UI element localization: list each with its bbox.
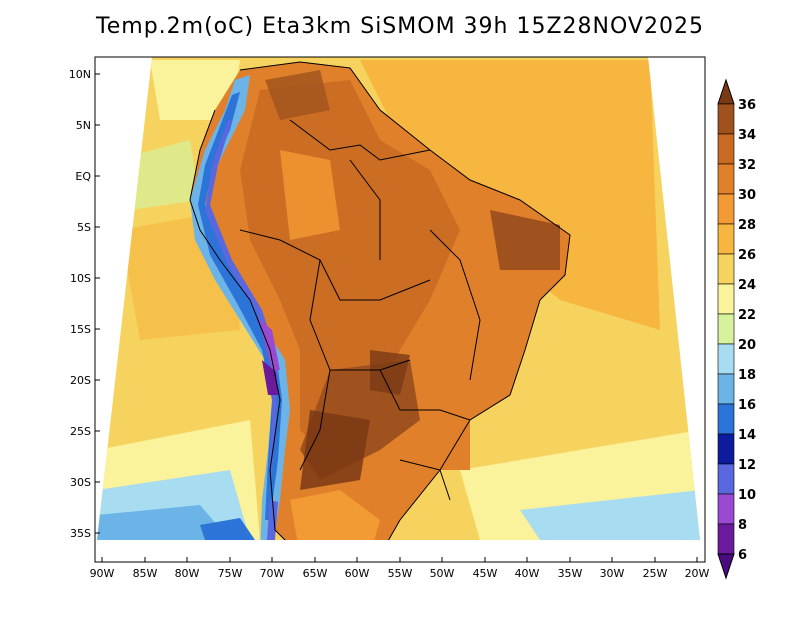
colorbar-min-triangle: [717, 553, 735, 580]
colorbar-label: 26: [738, 248, 756, 263]
country-borders: [189, 61, 571, 540]
x-tick-label: 20W: [685, 567, 710, 580]
colorbar-swatch: [717, 103, 735, 135]
y-tick-label: 35S: [70, 527, 91, 540]
x-tick-label: 65W: [303, 567, 328, 580]
colorbar-label: 10: [738, 488, 756, 503]
x-tick-label: 50W: [430, 567, 455, 580]
colorbar-label: 36: [738, 98, 756, 113]
colorbar-max-triangle: [717, 78, 735, 105]
colorbar-swatch: [717, 253, 735, 285]
colorbar-label: 8: [738, 518, 747, 533]
colorbar-swatch: [717, 343, 735, 375]
colorbar-label: 24: [738, 278, 756, 293]
colorbar-swatch: [717, 523, 735, 555]
x-tick-label: 55W: [388, 567, 413, 580]
y-tick-label: 20S: [70, 374, 91, 387]
y-tick-label: 5S: [77, 221, 91, 234]
y-tick-label: 25S: [70, 425, 91, 438]
colorbar-label: 32: [738, 158, 756, 173]
y-tick-label: EQ: [75, 170, 91, 183]
x-tick-label: 80W: [175, 567, 200, 580]
y-tick-label: 5N: [76, 119, 91, 132]
colorbar-label: 16: [738, 398, 756, 413]
colorbar-label: 6: [738, 548, 747, 563]
x-tick-label: 35W: [558, 567, 583, 580]
colorbar-swatch: [717, 313, 735, 345]
x-tick-label: 25W: [643, 567, 668, 580]
colorbar-swatch: [717, 463, 735, 495]
colorbar-swatch: [717, 493, 735, 525]
y-axis: 10N 5N EQ 5S 10S 15S 20S 25S 30S 35S: [69, 68, 100, 540]
colorbar-swatch: [717, 373, 735, 405]
colorbar-label: 14: [738, 428, 756, 443]
x-tick-label: 45W: [473, 567, 498, 580]
x-tick-label: 40W: [515, 567, 540, 580]
colorbar-swatch: [717, 133, 735, 165]
plot-frame: [94, 56, 706, 563]
colorbar-swatch: [717, 283, 735, 315]
andes-cold-band: [190, 75, 290, 540]
colorbar-swatch: [717, 193, 735, 225]
x-axis: 90W 85W 80W 75W 70W 65W 60W 55W 50W 45W …: [90, 557, 710, 580]
colorbar-swatch: [717, 223, 735, 255]
colorbar-swatch: [717, 403, 735, 435]
y-tick-label: 15S: [70, 323, 91, 336]
colorbar-label: 34: [738, 128, 756, 143]
colorbar-label: 12: [738, 458, 756, 473]
colorbar-label: 20: [738, 338, 756, 353]
x-tick-label: 30W: [600, 567, 625, 580]
field-layer: [97, 57, 700, 540]
x-tick-label: 90W: [90, 567, 115, 580]
map-title: Temp.2m(oC) Eta3km SiSMOM 39h 15Z28NOV20…: [96, 14, 704, 39]
y-tick-label: 10S: [70, 272, 91, 285]
colorbar-label: 30: [738, 188, 756, 203]
colorbar-swatch: [717, 163, 735, 195]
x-tick-label: 60W: [345, 567, 370, 580]
x-tick-label: 85W: [133, 567, 158, 580]
colorbar: 36 34 32 30 28 26 24 22 20 18 16 14 12 10 8 6: [717, 78, 756, 580]
x-tick-label: 70W: [260, 567, 285, 580]
y-tick-label: 10N: [69, 68, 91, 81]
x-tick-label: 75W: [218, 567, 243, 580]
y-tick-label: 30S: [70, 476, 91, 489]
colorbar-label: 18: [738, 368, 756, 383]
colorbar-label: 22: [738, 308, 756, 323]
colorbar-swatch: [717, 433, 735, 465]
colorbar-label: 28: [738, 218, 756, 233]
